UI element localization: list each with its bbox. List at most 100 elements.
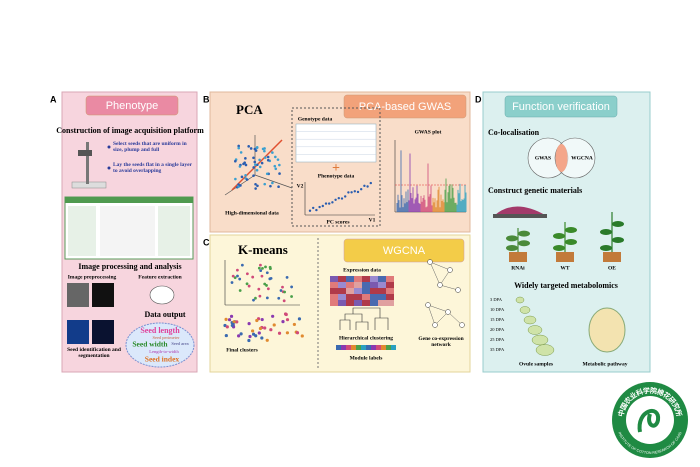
dot <box>272 323 276 327</box>
module-color-bar <box>336 345 396 350</box>
dot <box>249 147 253 150</box>
edge <box>429 261 441 286</box>
dot <box>245 282 249 286</box>
dot <box>284 312 288 317</box>
dot <box>290 295 293 298</box>
leaf <box>553 233 565 239</box>
trait-ellipse <box>125 322 195 368</box>
dot <box>223 323 227 328</box>
dot <box>243 161 246 165</box>
leaf <box>612 237 624 243</box>
heat-cell <box>386 300 394 306</box>
panel-title: Phenotype <box>106 100 159 112</box>
heat-cell <box>338 300 346 306</box>
heat-cell <box>378 282 386 288</box>
dot <box>321 204 324 208</box>
heat-cell <box>346 288 354 294</box>
acquisition-stand <box>71 142 107 189</box>
heading: PCA <box>236 102 263 117</box>
heat-cell <box>338 282 346 288</box>
dot <box>285 331 290 335</box>
heat-cell <box>370 276 378 282</box>
panel-letter: C <box>203 237 210 247</box>
dot <box>277 296 281 300</box>
edge <box>427 304 436 326</box>
module-cell <box>351 345 356 350</box>
pot <box>509 252 527 262</box>
heading: K-means <box>238 242 288 257</box>
dot <box>334 198 337 202</box>
title-box <box>343 238 465 263</box>
heat-cell <box>370 288 378 294</box>
dot <box>300 334 304 338</box>
node <box>425 302 431 308</box>
leaf <box>518 240 530 247</box>
dot <box>285 276 289 279</box>
dot <box>253 163 257 167</box>
dot <box>281 285 284 289</box>
dot <box>281 319 285 324</box>
leaf <box>506 245 518 251</box>
dot <box>254 334 258 338</box>
label: Ovule samples <box>519 361 553 367</box>
dot <box>254 182 257 186</box>
dot <box>230 281 234 284</box>
dot <box>277 331 282 335</box>
dot <box>278 172 281 175</box>
leaf <box>553 245 565 251</box>
heat-cell <box>346 294 354 300</box>
dot <box>237 146 241 150</box>
dendrogram <box>339 307 389 330</box>
dot <box>324 202 328 205</box>
dot <box>269 276 273 280</box>
panel-title: PCA-based GWAS <box>359 101 452 113</box>
dot <box>350 191 353 194</box>
genotype-table <box>295 123 377 163</box>
heat-cell <box>386 282 394 288</box>
dot <box>239 184 242 187</box>
node <box>427 259 433 265</box>
line-label: OE <box>608 265 616 271</box>
label: Phenotype data <box>318 173 355 179</box>
manhattan-plot <box>394 140 467 213</box>
label: Genotype data <box>298 116 333 122</box>
dpa-label: 20 DPA <box>490 327 505 332</box>
venn-overlap <box>555 144 568 172</box>
module-cell <box>371 345 376 350</box>
dot <box>292 322 296 327</box>
heat-cell <box>362 288 370 294</box>
dot <box>237 334 241 338</box>
dot <box>360 188 363 191</box>
module-cell <box>386 345 391 350</box>
dot <box>261 266 264 270</box>
dot <box>236 274 239 278</box>
axis-label: V2 <box>297 183 304 189</box>
dot <box>260 274 264 278</box>
heading: Widely targeted metabolomics <box>514 281 618 290</box>
heat-cell <box>338 294 346 300</box>
dot <box>258 294 262 298</box>
node <box>455 287 461 293</box>
dot <box>274 155 277 159</box>
label: Final clusters <box>226 347 258 353</box>
line-label: WT <box>560 265 570 271</box>
step-label: Image preprocessing <box>68 274 117 280</box>
dot <box>257 331 261 335</box>
dot <box>225 325 229 329</box>
dot <box>247 145 250 148</box>
ovule <box>523 315 537 325</box>
leaf <box>565 227 577 233</box>
dot <box>224 317 228 321</box>
module-cell <box>376 345 381 350</box>
node <box>432 322 438 328</box>
edge <box>434 311 449 326</box>
dot <box>238 165 242 168</box>
node <box>445 309 451 315</box>
module-cell <box>356 345 361 350</box>
heat-cell <box>378 294 386 300</box>
panel-letter: B <box>203 94 210 104</box>
dot <box>239 332 243 336</box>
heat-cell <box>330 300 338 306</box>
